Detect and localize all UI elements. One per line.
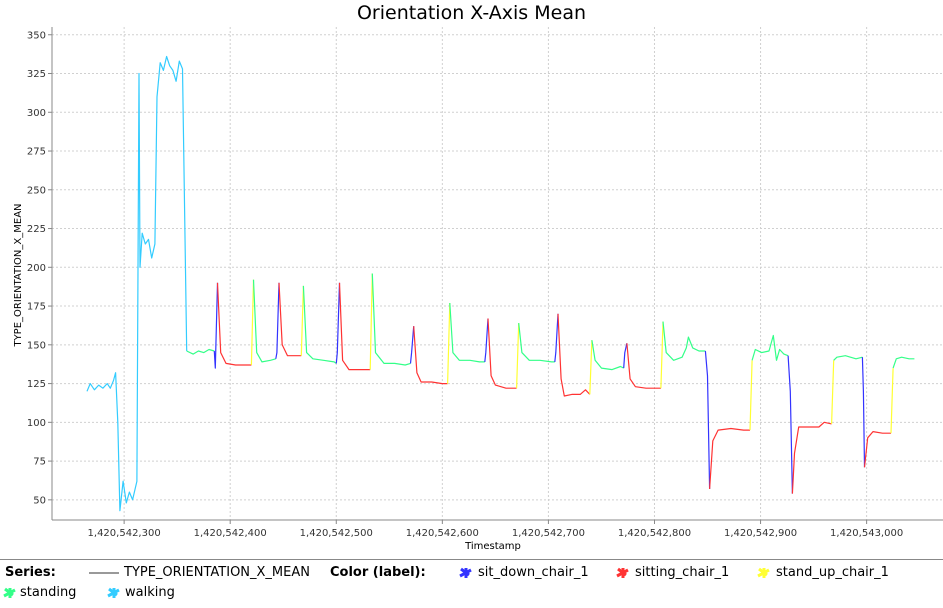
y-tick-label: 325 (27, 69, 46, 80)
plot-background (52, 27, 943, 520)
series-segment-standing (833, 355, 863, 361)
y-tick-label: 300 (27, 108, 46, 119)
series-segment-standing (892, 356, 915, 369)
x-tick-label: 1,420,543,000 (830, 528, 903, 539)
legend-row-1: Series: TYPE_ORIENTATION_X_MEAN Color (l… (0, 563, 943, 583)
series-segment-sitting-chair-1 (557, 313, 591, 397)
y-tick-label: 200 (27, 263, 46, 274)
legend-item-standing: standing (20, 585, 77, 600)
legend-symbol-sit-down-chair-1 (459, 567, 472, 578)
legend-item-stand-up-chair-1: stand_up_chair_1 (776, 565, 889, 580)
y-tick-label: 100 (27, 418, 46, 429)
y-tick-label: 350 (27, 30, 46, 41)
series-segment-sitting-chair-1 (413, 326, 448, 385)
x-tick-label: 1,420,542,500 (300, 528, 373, 539)
series-segment-standing (186, 348, 215, 355)
series-segment-stand-up-chair-1 (300, 285, 304, 356)
series-segment-standing (371, 273, 411, 366)
series-segment-sit-down-chair-1 (623, 343, 628, 369)
series-segment-standing (591, 340, 624, 371)
y-tick-label: 125 (27, 379, 46, 390)
y-tick-label: 75 (33, 457, 46, 468)
plot-area: 1,420,542,300 1,420,542,400 1,420,542,500 1… (13, 27, 943, 552)
series-segment-sit-down-chair-1 (275, 282, 280, 359)
series-segment-sitting-chair-1 (863, 431, 891, 468)
legend-symbol-standing (3, 587, 16, 598)
chart-title: Orientation X-Axis Mean (356, 2, 587, 24)
legend-row-2: standing walking (0, 583, 943, 603)
series-segment-stand-up-chair-1 (660, 321, 664, 389)
series-segment-standing (751, 334, 789, 361)
series-segment-sit-down-chair-1 (484, 318, 489, 362)
x-tick-label: 1,420,542,700 (512, 528, 585, 539)
legend-item-sitting-chair-1: sitting_chair_1 (635, 565, 730, 580)
series-segment-sitting-chair-1 (487, 318, 517, 389)
series-segment-walking (86, 55, 188, 512)
series-segment-stand-up-chair-1 (369, 273, 373, 370)
series-segment-sitting-chair-1 (278, 282, 302, 357)
x-axis-title: Timestamp (464, 541, 521, 552)
legend-symbol-sitting-chair-1 (616, 567, 629, 578)
grid (52, 27, 943, 520)
series-segment-stand-up-chair-1 (447, 302, 451, 384)
series-segment-standing (302, 285, 337, 364)
y-tick-label: 150 (27, 340, 46, 351)
legend-symbol-walking (107, 587, 120, 598)
y-tick-label: 225 (27, 224, 46, 235)
y-tick-label: 175 (27, 302, 46, 313)
x-tick-label: 1,420,542,300 (88, 528, 161, 539)
series-segment-stand-up-chair-1 (250, 279, 255, 366)
y-axis-title: TYPE_ORIENTATION_X_MEAN (13, 203, 24, 347)
series-segment-sitting-chair-1 (626, 343, 661, 389)
series-segment-sit-down-chair-1 (213, 282, 219, 369)
series-segment-standing (252, 279, 276, 363)
x-tick-label: 1,420,542,400 (194, 528, 267, 539)
y-tick-label: 275 (27, 147, 46, 158)
legend-color-label: Color (label): (330, 565, 426, 580)
legend-item-walking: walking (125, 585, 175, 600)
x-tick-label: 1,420,542,800 (618, 528, 691, 539)
series-segment-sit-down-chair-1 (787, 355, 793, 494)
legend-series-name: TYPE_ORIENTATION_X_MEAN (124, 565, 310, 580)
series-segment-stand-up-chair-1 (516, 323, 520, 389)
series-segment-stand-up-chair-1 (749, 360, 753, 431)
series-segment-stand-up-chair-1 (589, 340, 593, 395)
legend-series-line (89, 572, 119, 574)
series-segment-sit-down-chair-1 (704, 350, 711, 490)
y-tick-label: 250 (27, 185, 46, 196)
series-segment-stand-up-chair-1 (890, 368, 894, 434)
series-segment-sit-down-chair-1 (335, 282, 341, 364)
series-lines (86, 55, 915, 512)
series-segment-sitting-chair-1 (216, 282, 252, 366)
ticks: 1,420,542,300 1,420,542,400 1,420,542,500 1… (27, 30, 903, 539)
series-segment-sitting-chair-1 (338, 282, 371, 371)
legend-series-label: Series: (5, 565, 56, 580)
x-tick-label: 1,420,542,600 (406, 528, 479, 539)
y-tick-label: 50 (33, 495, 46, 506)
series-segment-standing (449, 302, 485, 363)
series-segment-sitting-chair-1 (709, 427, 750, 490)
series-segment-standing (518, 323, 555, 363)
series-segment-sitting-chair-1 (791, 421, 832, 494)
series-segment-sit-down-chair-1 (861, 357, 866, 468)
legend: Series: TYPE_ORIENTATION_X_MEAN Color (l… (0, 559, 943, 608)
legend-item-sit-down-chair-1: sit_down_chair_1 (478, 565, 589, 580)
series-segment-sit-down-chair-1 (554, 313, 559, 362)
legend-symbol-stand-up-chair-1 (757, 567, 770, 578)
series-segment-sit-down-chair-1 (409, 326, 415, 364)
x-tick-label: 1,420,542,900 (724, 528, 797, 539)
series-segment-stand-up-chair-1 (831, 360, 835, 424)
series-segment-standing (662, 321, 706, 361)
